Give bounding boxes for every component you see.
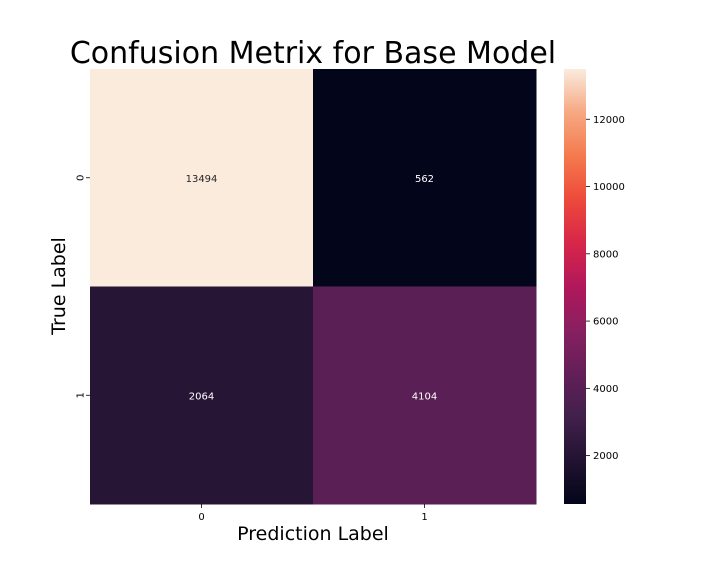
heatmap-cell	[313, 69, 537, 287]
y-tick-label: 0	[76, 175, 87, 181]
x-axis-label: Prediction Label	[237, 523, 389, 545]
colorbar-tick-label: 10000	[593, 182, 625, 193]
colorbar-ticks: 2000 4000 6000 8000 10000 12000	[586, 115, 625, 462]
x-tick-label: 0	[198, 512, 204, 523]
heatmap-cell	[90, 286, 314, 505]
colorbar-tick-label: 12000	[593, 115, 625, 126]
colorbar-tick-label: 4000	[593, 384, 618, 395]
heatmap-cell	[313, 286, 537, 505]
cell-value-label: 4104	[412, 391, 437, 402]
chart-title: Confusion Metrix for Base Model	[70, 36, 556, 71]
cell-annotations: 13494 562 2064 4104	[186, 174, 438, 403]
heatmap-cells	[90, 69, 537, 505]
colorbar-tick-label: 6000	[593, 317, 618, 328]
cell-value-label: 13494	[186, 174, 218, 185]
heatmap-cell	[90, 69, 314, 287]
cell-value-label: 2064	[189, 391, 214, 402]
colorbar-tick-label: 8000	[593, 249, 618, 260]
y-axis-label: True Label	[48, 237, 70, 336]
cell-value-label: 562	[415, 174, 434, 185]
x-tick-label: 1	[421, 512, 427, 523]
y-axis-ticks: 01	[76, 175, 90, 398]
y-tick-label: 1	[76, 392, 87, 398]
colorbar-tick-label: 2000	[593, 451, 618, 462]
colorbar	[564, 69, 586, 504]
